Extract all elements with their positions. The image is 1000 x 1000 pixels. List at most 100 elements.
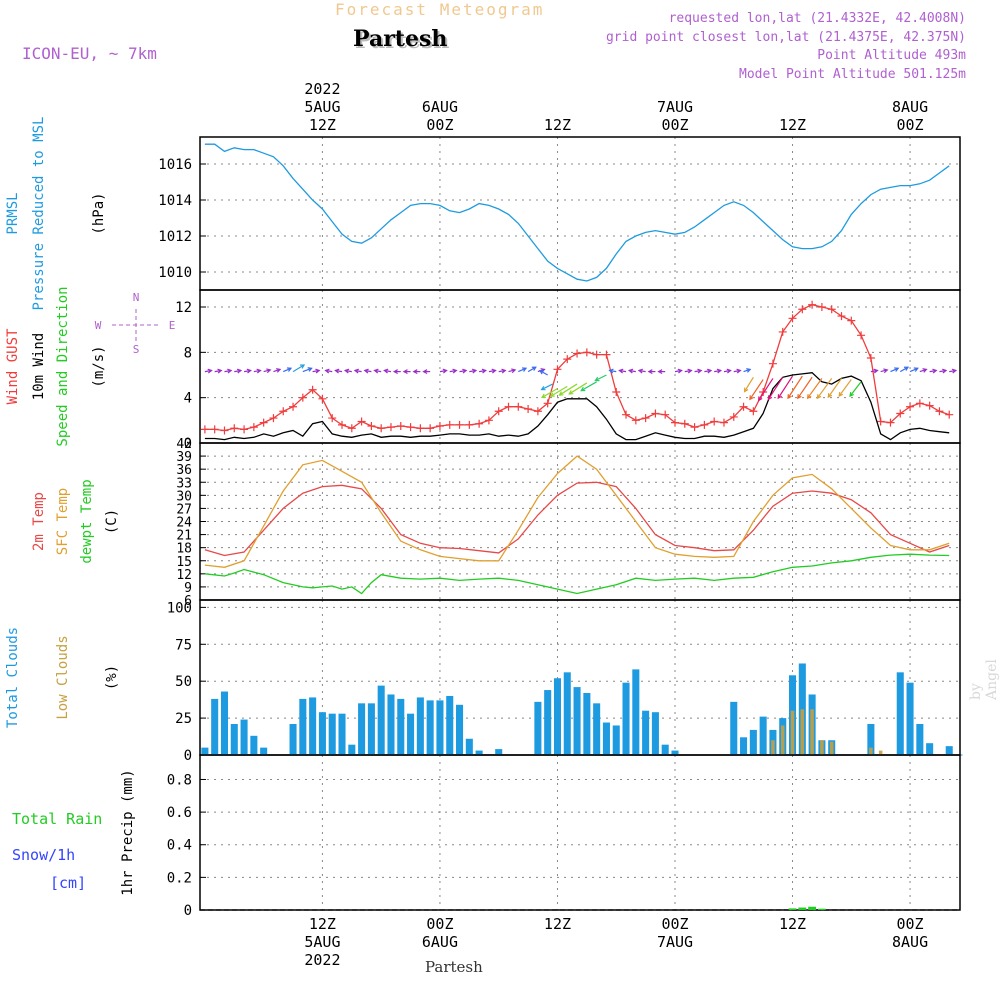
gust-marker (563, 355, 572, 364)
gust-marker (249, 423, 258, 432)
total-cloud-bar (916, 724, 924, 755)
y-tick-label: 12 (176, 568, 192, 583)
gust-marker (719, 418, 728, 427)
gust-marker (504, 402, 513, 411)
y-tick-label: 18 (176, 542, 192, 557)
wind-arrow (777, 375, 794, 399)
wind-arrow-head (757, 396, 763, 402)
axis-label: (%) (104, 665, 120, 690)
low-cloud-bar (771, 740, 775, 755)
y-tick-label: 36 (176, 463, 192, 478)
wind-arrow-head (677, 368, 683, 374)
top-time-label: 00Z (897, 116, 924, 134)
low-cloud-bar (820, 740, 824, 755)
y-tick-label: 1014 (158, 193, 192, 209)
y-tick-label: 1012 (158, 229, 192, 245)
wind-arrow-head (697, 368, 703, 374)
wind-arrow-head (442, 368, 448, 374)
wind-arrow-head (207, 368, 213, 374)
gust-marker (455, 420, 464, 429)
gust-marker (494, 407, 503, 416)
wind-arrow-head (787, 394, 792, 400)
low-cloud-bar (790, 710, 795, 755)
wind-arrow-head (568, 390, 574, 395)
total-cloud-bar (201, 747, 209, 755)
gust-marker (406, 423, 415, 432)
top-time-label: 00Z (426, 116, 453, 134)
gust-marker (210, 425, 219, 434)
total-cloud-bar (465, 738, 473, 755)
total-cloud-bar (730, 701, 738, 755)
wind-arrow-head (637, 368, 643, 374)
compass-cross (112, 309, 160, 341)
wind-arrow (849, 381, 862, 397)
top-time-label: 7AUG (657, 98, 693, 116)
gust-marker (465, 420, 474, 429)
total-cloud-bar (651, 712, 659, 755)
wind-arrow-head (922, 368, 928, 373)
panel-labels: 1hr Precip (mm) Total Rain Snow/1h [cm] (12, 769, 136, 895)
bottom-time-label: 7AUG (657, 933, 693, 951)
gust-marker (837, 312, 846, 321)
wind-arrow-head (324, 368, 330, 374)
gust-marker (338, 420, 347, 429)
gust-marker (827, 305, 836, 314)
total-cloud-bar (612, 725, 620, 755)
gust-marker (298, 393, 307, 402)
wind-arrow (797, 376, 813, 399)
wind-arrow-head (797, 394, 802, 400)
wind-arrow-head (849, 392, 854, 398)
total-cloud-bar (358, 703, 366, 755)
y-tick-label: 9 (184, 581, 192, 596)
wind-arrow (909, 367, 918, 373)
total-cloud-bar (318, 712, 326, 755)
axis-label: Wind GUST (5, 328, 21, 404)
total-cloud-bar (387, 694, 395, 755)
total-cloud-bar (211, 698, 219, 755)
y-tick-label: 33 (176, 476, 192, 491)
gust-marker (935, 407, 944, 416)
gust-marker (543, 399, 552, 408)
gust-marker (524, 405, 533, 413)
gust-marker (484, 416, 493, 425)
wind-arrow (595, 374, 607, 382)
total-cloud-bar (544, 690, 552, 755)
gust-marker (768, 359, 777, 368)
precip-legend-label: [cm] (50, 874, 86, 892)
total-cloud-bar (642, 710, 650, 755)
gust-marker (592, 350, 601, 359)
total-cloud-bar (338, 713, 346, 755)
total-cloud-bar (240, 719, 248, 755)
gust-marker (386, 423, 395, 432)
gust-marker (582, 348, 591, 357)
total-cloud-bar (416, 697, 424, 755)
wind-arrow-head (627, 368, 634, 374)
model-label: ICON-EU, ~ 7km (22, 44, 157, 63)
bottom-time-label: 00Z (426, 915, 453, 933)
wind-arrow-head (256, 368, 262, 374)
axis-label: Low Clouds (55, 635, 71, 719)
grid-point-coords: grid point closest lon,lat (21.4375E, 42… (605, 29, 966, 45)
gust-marker (680, 419, 689, 428)
total-cloud-bar (593, 703, 601, 755)
gust-marker (200, 425, 209, 434)
axis-label: (C) (104, 509, 120, 534)
top-time-label: 2022 (304, 80, 340, 98)
total-cloud-bar (299, 698, 307, 755)
total-cloud-bar (563, 672, 571, 755)
compass-s: S (133, 343, 140, 356)
gust-marker (269, 414, 278, 423)
series-line (204, 143, 950, 282)
gust-marker (906, 402, 915, 411)
total-cloud-bar (602, 722, 610, 755)
wind-arrow-head (903, 366, 910, 371)
total-cloud-bar (867, 724, 875, 755)
wind-arrow-head (307, 367, 313, 372)
total-cloud-bar (896, 672, 904, 755)
axis-label: Total Clouds (5, 627, 21, 728)
gust-marker (435, 422, 444, 430)
total-cloud-bar (495, 749, 503, 755)
wind-arrow-head (236, 368, 243, 374)
wind-arrow-head (383, 368, 389, 374)
